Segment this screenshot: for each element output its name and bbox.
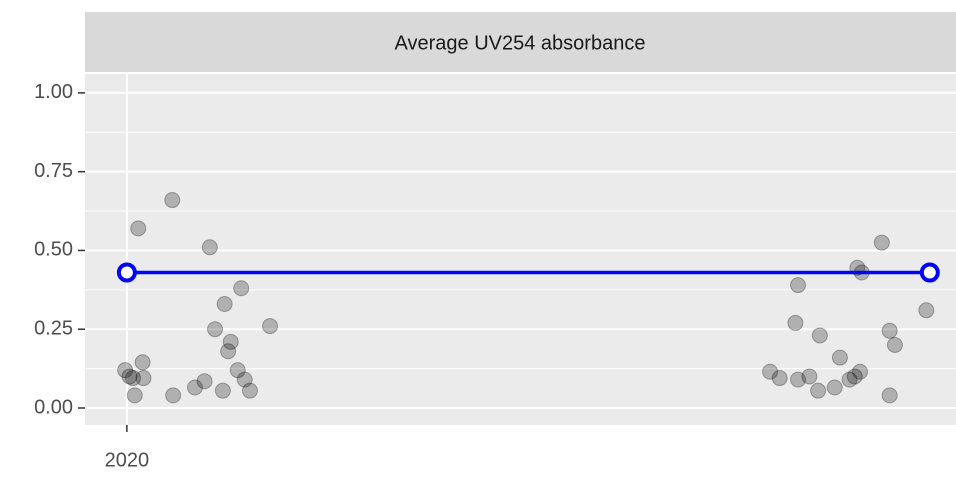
data-point [790, 371, 807, 388]
data-point [801, 368, 818, 385]
data-point [918, 302, 935, 319]
data-point [125, 370, 142, 387]
data-point [846, 368, 863, 385]
plot-layer: 0.00 0.25 0.50 0.75 1.00 2020 [34, 74, 956, 471]
data-point [233, 280, 250, 297]
facet-strip [85, 12, 956, 72]
data-point [222, 333, 239, 350]
data-point [126, 387, 143, 404]
y-tick-label: 0.25 [34, 317, 73, 339]
data-point [881, 387, 898, 404]
y-tick-label: 0.00 [34, 396, 73, 418]
y-tick-label: 0.75 [34, 160, 73, 182]
data-point [771, 370, 788, 387]
line-point [116, 262, 137, 283]
data-point [790, 277, 807, 294]
data-point [241, 382, 258, 399]
data-point [841, 371, 858, 388]
data-point [135, 370, 152, 387]
data-point [121, 368, 138, 385]
data-point [881, 322, 898, 339]
data-point [220, 343, 237, 360]
data-point [201, 239, 218, 256]
y-tick-label: 1.00 [34, 81, 73, 103]
chart-title: Average UV254 absorbance [395, 32, 646, 54]
data-point [811, 327, 828, 344]
data-point [165, 387, 182, 404]
data-point [262, 318, 279, 335]
x-tick-label: 2020 [105, 449, 150, 471]
data-point [810, 382, 827, 399]
data-point [164, 192, 181, 209]
data-point [851, 363, 868, 380]
data-point [216, 296, 233, 313]
data-point [186, 379, 203, 396]
data-point [762, 363, 779, 380]
data-point [214, 382, 231, 399]
line-point [919, 262, 940, 283]
data-point [886, 336, 903, 353]
data-point [826, 379, 843, 396]
data-point [787, 314, 804, 331]
data-point [117, 362, 134, 379]
data-point [873, 234, 890, 251]
data-point [207, 321, 224, 338]
data-point [229, 362, 246, 379]
data-point [196, 373, 213, 390]
data-point [130, 220, 147, 237]
y-tick-label: 0.50 [34, 239, 73, 261]
data-point [134, 354, 151, 371]
data-point [236, 371, 253, 388]
data-point [831, 349, 848, 366]
